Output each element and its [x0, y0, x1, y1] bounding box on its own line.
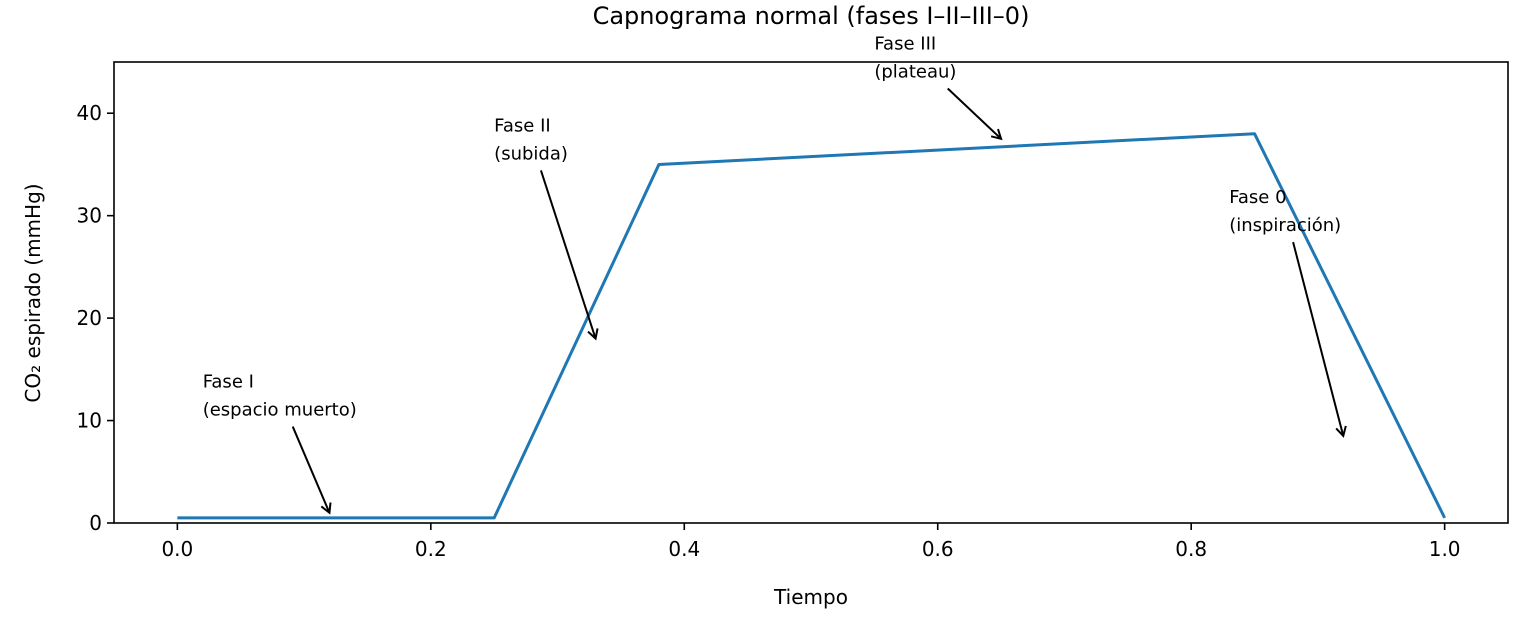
x-tick-label: 0.6 — [922, 537, 954, 561]
annotation-arrow — [539, 170, 596, 338]
annotation-line: (espacio muerto) — [203, 400, 357, 421]
annotation-line: Fase 0 — [1229, 187, 1286, 208]
annotation-arrow — [947, 87, 1001, 138]
annotation: Fase II (subida) — [494, 115, 595, 338]
x-axis-label: Tiempo — [773, 585, 848, 609]
annotation-line: Fase III — [874, 33, 936, 54]
annotation-label: Fase I (espacio muerto) — [203, 372, 357, 421]
annotation-line: (inspiración) — [1229, 215, 1341, 236]
annotation-label: Fase III (plateau) — [874, 33, 956, 82]
y-tick-label: 0 — [89, 511, 102, 535]
annotation-arrow — [1292, 241, 1343, 436]
co2-series-line — [177, 132, 1446, 520]
annotation-line: (subida) — [494, 143, 568, 164]
y-tick-label: 10 — [77, 409, 102, 433]
annotation-label: Fase 0 (inspiración) — [1229, 187, 1341, 236]
annotation-line: (plateau) — [874, 61, 956, 82]
annotation: Fase I (espacio muerto) — [203, 372, 357, 513]
chart-title: Capnograma normal (fases I–II–III–0) — [593, 2, 1030, 30]
annotation: Fase 0 (inspiración) — [1229, 187, 1343, 436]
annotation-label: Fase II (subida) — [494, 115, 568, 164]
y-tick-label: 40 — [77, 101, 102, 125]
x-tick-label: 0.8 — [1175, 537, 1207, 561]
annotation-line: Fase II — [494, 115, 551, 136]
x-tick-label: 1.0 — [1429, 537, 1461, 561]
x-tick-label: 0.0 — [161, 537, 193, 561]
x-tick-label: 0.2 — [415, 537, 447, 561]
y-axis-label: CO₂ espirado (mmHg) — [21, 183, 45, 402]
annotation: Fase III (plateau) — [874, 33, 1001, 138]
y-tick-label: 20 — [77, 306, 102, 330]
plot-frame — [113, 61, 1509, 524]
y-tick-label: 30 — [77, 204, 102, 228]
x-tick-label: 0.4 — [668, 537, 700, 561]
annotation-arrow — [291, 426, 330, 513]
annotation-line: Fase I — [203, 372, 254, 393]
